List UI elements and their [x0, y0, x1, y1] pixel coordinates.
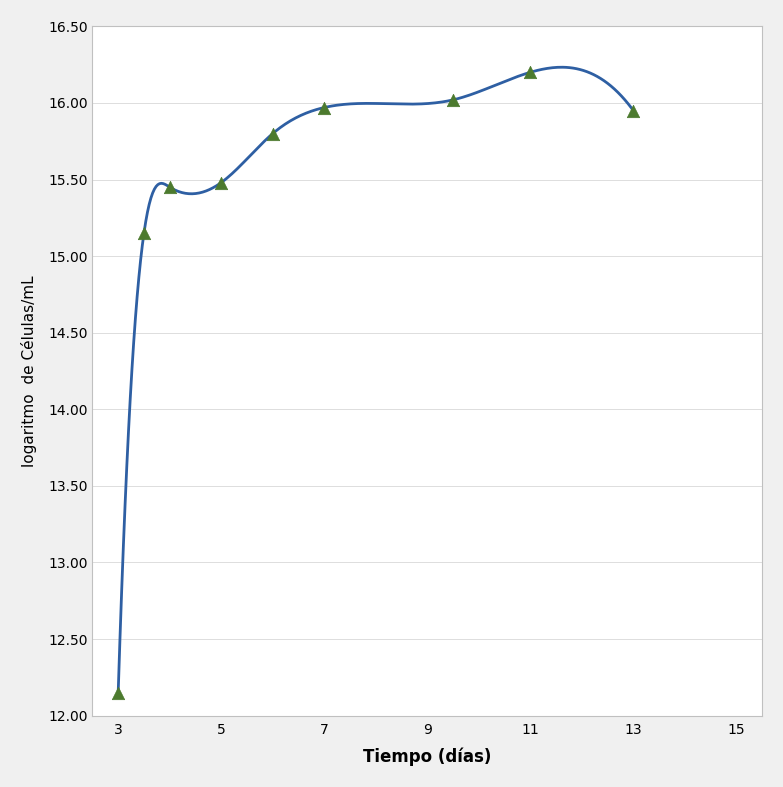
- Point: [164, 181, 176, 194]
- X-axis label: Tiempo (días): Tiempo (días): [363, 748, 492, 767]
- Point: [112, 686, 124, 699]
- Point: [524, 66, 536, 79]
- Y-axis label: logaritmo  de Células/mL: logaritmo de Células/mL: [21, 275, 37, 467]
- Point: [318, 102, 330, 114]
- Point: [215, 176, 228, 189]
- Point: [627, 105, 640, 117]
- Point: [266, 127, 279, 140]
- Point: [447, 94, 460, 106]
- Point: [138, 227, 150, 239]
